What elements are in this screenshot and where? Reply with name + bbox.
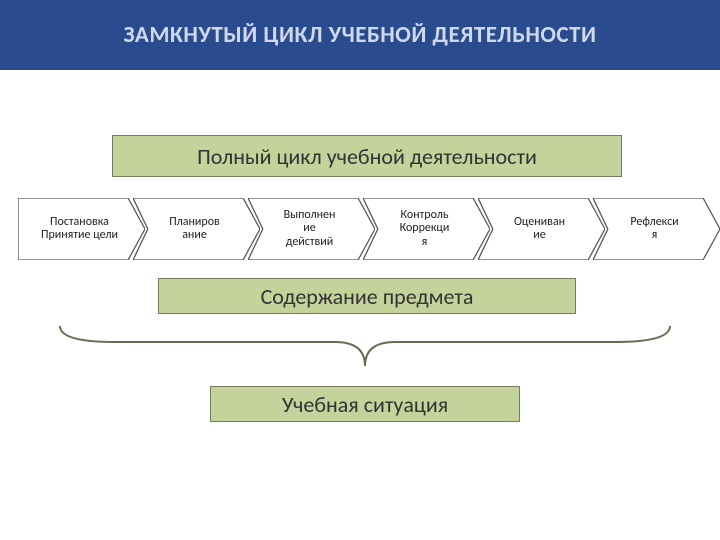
step-1-line2: Принятие цели xyxy=(41,229,118,242)
title-bar: ЗАМКНУТЫЙ ЦИКЛ УЧЕБНОЙ ДЕЯТЕЛЬНОСТИ xyxy=(0,0,720,70)
step-3-line2: ие xyxy=(303,222,315,235)
step-4-line3: я xyxy=(422,236,428,249)
step-2-line2: ание xyxy=(182,229,207,242)
step-chevron-3: Выполнениедействий xyxy=(248,198,375,260)
step-3-line3: действий xyxy=(286,236,333,249)
step-chevron-4: КонтрольКоррекция xyxy=(363,198,490,260)
steps-row: ПостановкаПринятие целиПланированиеВыпол… xyxy=(18,198,708,260)
step-chevron-5: Оценивание xyxy=(478,198,605,260)
step-chevron-6: Рефлексия xyxy=(593,198,720,260)
step-chevron-1: ПостановкаПринятие цели xyxy=(18,198,145,260)
cycle-full-label: Полный цикл учебной деятельности xyxy=(197,143,537,170)
step-5-line2: ие xyxy=(533,229,545,242)
content-label: Содержание предмета xyxy=(261,283,474,310)
situation-label: Учебная ситуация xyxy=(282,391,448,418)
step-6-line2: я xyxy=(652,229,658,242)
curly-brace xyxy=(55,322,675,370)
situation-box: Учебная ситуация xyxy=(210,386,520,422)
step-4-line2: Коррекци xyxy=(400,222,450,235)
step-chevron-2: Планирование xyxy=(133,198,260,260)
cycle-full-box: Полный цикл учебной деятельности xyxy=(112,135,622,177)
content-box: Содержание предмета xyxy=(158,278,576,314)
